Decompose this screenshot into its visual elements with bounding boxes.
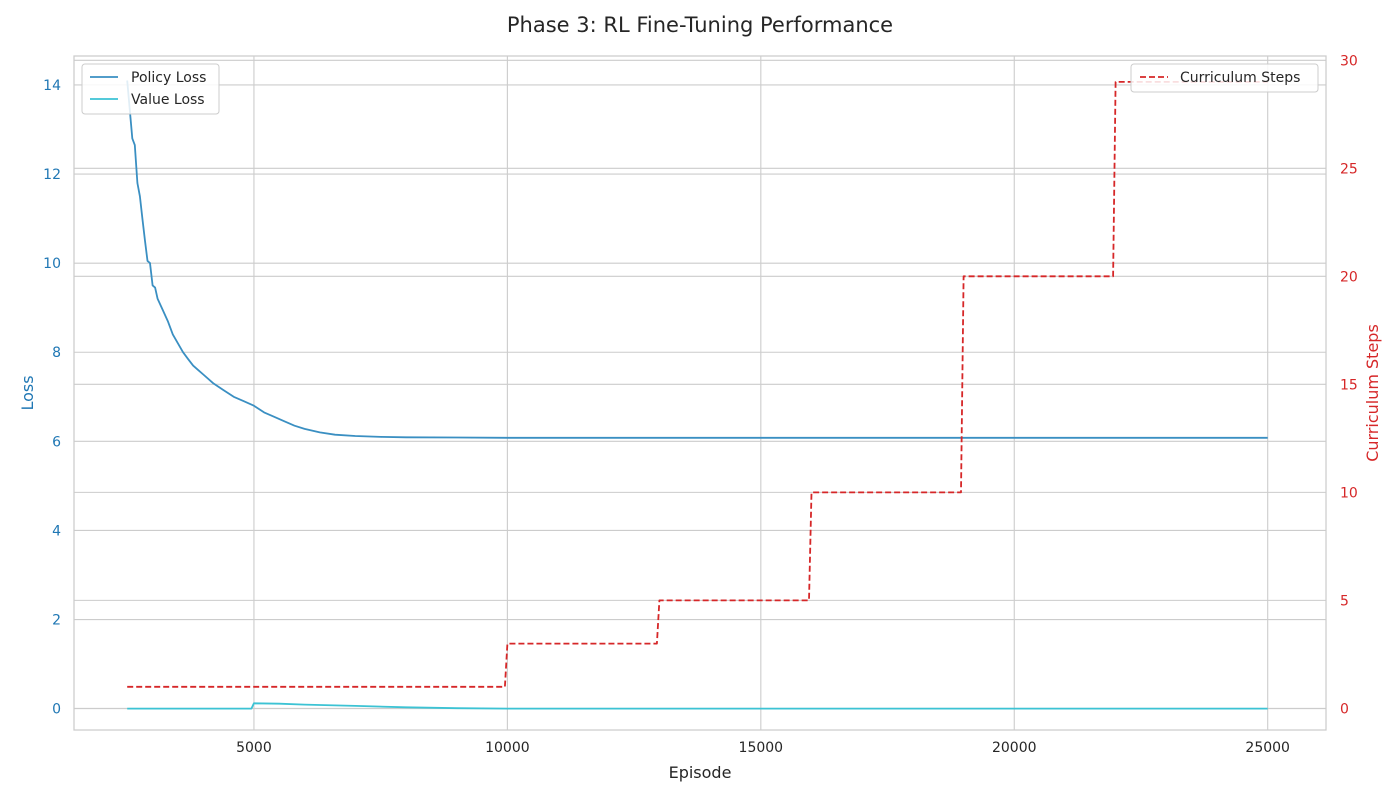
x-tick-label: 5000 xyxy=(236,740,272,756)
x-tick-label: 25000 xyxy=(1245,740,1290,756)
x-tick-label: 20000 xyxy=(992,740,1037,756)
y-tick-label-left: 2 xyxy=(52,613,61,629)
series-layer xyxy=(126,80,1268,710)
y-tick-label-left: 12 xyxy=(43,167,61,183)
y-tick-label-right: 20 xyxy=(1340,269,1358,285)
legend-label-curriculum-steps: Curriculum Steps xyxy=(1180,70,1300,86)
series-line-value-loss xyxy=(127,702,1268,710)
y-axis-label-left: Loss xyxy=(18,375,37,410)
series-line-curriculum-steps xyxy=(127,81,1268,688)
legend-right-box xyxy=(1130,63,1319,93)
legend-right: Curriculum Steps xyxy=(1130,63,1319,93)
grid xyxy=(74,56,1326,730)
x-axis-label: Episode xyxy=(669,763,732,782)
x-tick-label: 15000 xyxy=(739,740,784,756)
chart-title: Phase 3: RL Fine-Tuning Performance xyxy=(507,13,893,37)
y-axis-label-right: Curriculum Steps xyxy=(1363,324,1382,462)
y-tick-label-right: 30 xyxy=(1340,53,1358,69)
series-line-policy-loss xyxy=(126,80,1268,439)
y-tick-label-left: 10 xyxy=(43,256,61,272)
y-tick-label-left: 4 xyxy=(52,523,61,539)
y-tick-label-left: 8 xyxy=(52,345,61,361)
legend-left: Policy Loss Value Loss xyxy=(81,63,220,115)
y-tick-label-right: 10 xyxy=(1340,485,1358,501)
y-tick-label-left: 0 xyxy=(52,702,61,718)
plot-frame xyxy=(73,55,1327,731)
legend-label-value-loss: Value Loss xyxy=(131,92,205,108)
y-tick-label-left: 6 xyxy=(52,434,61,450)
y-tick-label-right: 15 xyxy=(1340,377,1358,393)
y-tick-label-left: 14 xyxy=(43,78,61,94)
x-tick-label: 10000 xyxy=(485,740,530,756)
legend-label-policy-loss: Policy Loss xyxy=(131,70,206,86)
y-tick-label-right: 0 xyxy=(1340,701,1349,717)
y-tick-label-right: 5 xyxy=(1340,593,1349,609)
y-tick-label-right: 25 xyxy=(1340,161,1358,177)
ticks: 5000 10000 15000 20000 25000 0 2 4 6 8 10 12 14 0 5 10 1… xyxy=(43,53,1358,756)
